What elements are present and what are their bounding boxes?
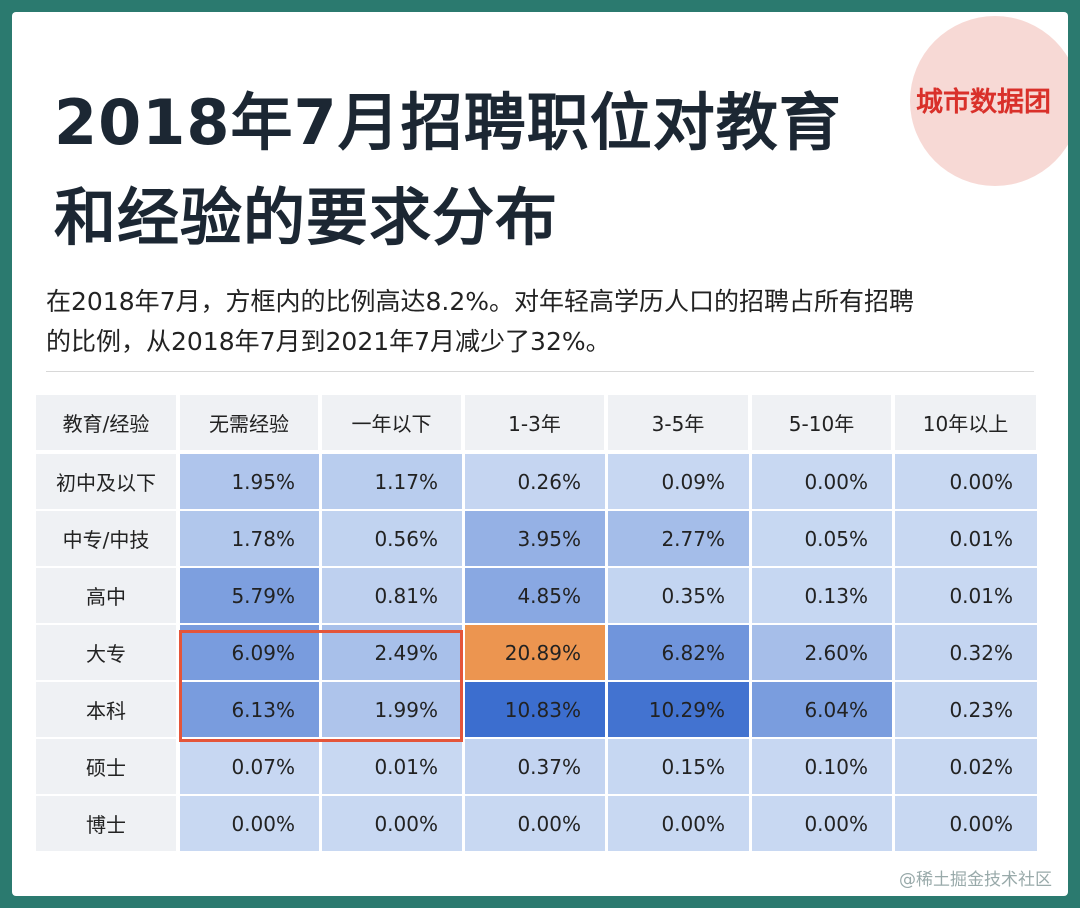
row-header: 中专/中技 (36, 511, 176, 566)
row-header: 高中 (36, 568, 176, 623)
value-cell: 0.01% (895, 511, 1037, 566)
value-cell: 0.02% (895, 739, 1037, 794)
separator (46, 371, 1034, 372)
panel: 城市数据团 2018年7月招聘职位对教育 和经验的要求分布 在2018年7月，方… (12, 12, 1068, 896)
row-header: 本科 (36, 682, 176, 737)
value-cell: 0.32% (895, 625, 1037, 680)
value-cell: 2.60% (752, 625, 892, 680)
value-cell: 1.78% (180, 511, 319, 566)
column-header: 10年以上 (895, 395, 1036, 450)
value-cell: 10.29% (608, 682, 749, 737)
value-cell: 1.95% (180, 454, 319, 509)
value-cell: 0.00% (180, 796, 319, 851)
value-cell: 0.00% (608, 796, 749, 851)
column-header: 一年以下 (322, 395, 461, 450)
logo-text: 城市数据团 (916, 87, 1051, 118)
value-cell: 0.81% (322, 568, 462, 623)
column-header: 教育/经验 (36, 395, 176, 450)
value-cell: 0.56% (322, 511, 462, 566)
value-cell: 0.15% (608, 739, 749, 794)
value-cell: 0.07% (180, 739, 319, 794)
value-cell: 3.95% (465, 511, 605, 566)
logo-badge (910, 16, 1068, 186)
row-header: 大专 (36, 625, 176, 680)
column-header: 3-5年 (608, 395, 748, 450)
value-cell: 1.99% (322, 682, 462, 737)
value-cell: 0.00% (465, 796, 605, 851)
value-cell: 0.23% (895, 682, 1037, 737)
value-cell: 6.13% (180, 682, 319, 737)
value-cell: 0.00% (322, 796, 462, 851)
value-cell: 1.17% (322, 454, 462, 509)
value-cell: 10.83% (465, 682, 605, 737)
subtitle-line: 的比例，从2018年7月到2021年7月减少了32%。 (46, 327, 611, 356)
value-cell: 0.01% (322, 739, 462, 794)
value-cell: 5.79% (180, 568, 319, 623)
value-cell: 0.35% (608, 568, 749, 623)
highlight-box (179, 630, 463, 742)
value-cell: 4.85% (465, 568, 605, 623)
value-cell: 0.00% (895, 454, 1037, 509)
value-cell: 2.77% (608, 511, 749, 566)
value-cell: 0.09% (608, 454, 749, 509)
value-cell: 0.01% (895, 568, 1037, 623)
column-header: 5-10年 (752, 395, 891, 450)
row-header: 博士 (36, 796, 176, 851)
value-cell: 0.00% (895, 796, 1037, 851)
column-header: 无需经验 (180, 395, 318, 450)
row-header: 硕士 (36, 739, 176, 794)
value-cell: 0.13% (752, 568, 892, 623)
value-cell: 0.00% (752, 796, 892, 851)
value-cell: 0.05% (752, 511, 892, 566)
value-cell: 0.10% (752, 739, 892, 794)
value-cell: 6.04% (752, 682, 892, 737)
value-cell: 0.00% (752, 454, 892, 509)
subtitle-line: 在2018年7月，方框内的比例高达8.2%。对年轻高学历人口的招聘占所有招聘 (46, 287, 915, 316)
column-header: 1-3年 (465, 395, 604, 450)
value-cell: 0.26% (465, 454, 605, 509)
watermark: @稀土掘金技术社区 (899, 870, 1052, 890)
value-cell: 6.82% (608, 625, 749, 680)
value-cell: 6.09% (180, 625, 319, 680)
title-line: 2018年7月招聘职位对教育 (54, 86, 842, 159)
value-cell: 0.37% (465, 739, 605, 794)
row-header: 初中及以下 (36, 454, 176, 509)
value-cell: 20.89% (465, 625, 605, 680)
value-cell: 2.49% (322, 625, 462, 680)
title-line: 和经验的要求分布 (54, 181, 559, 254)
